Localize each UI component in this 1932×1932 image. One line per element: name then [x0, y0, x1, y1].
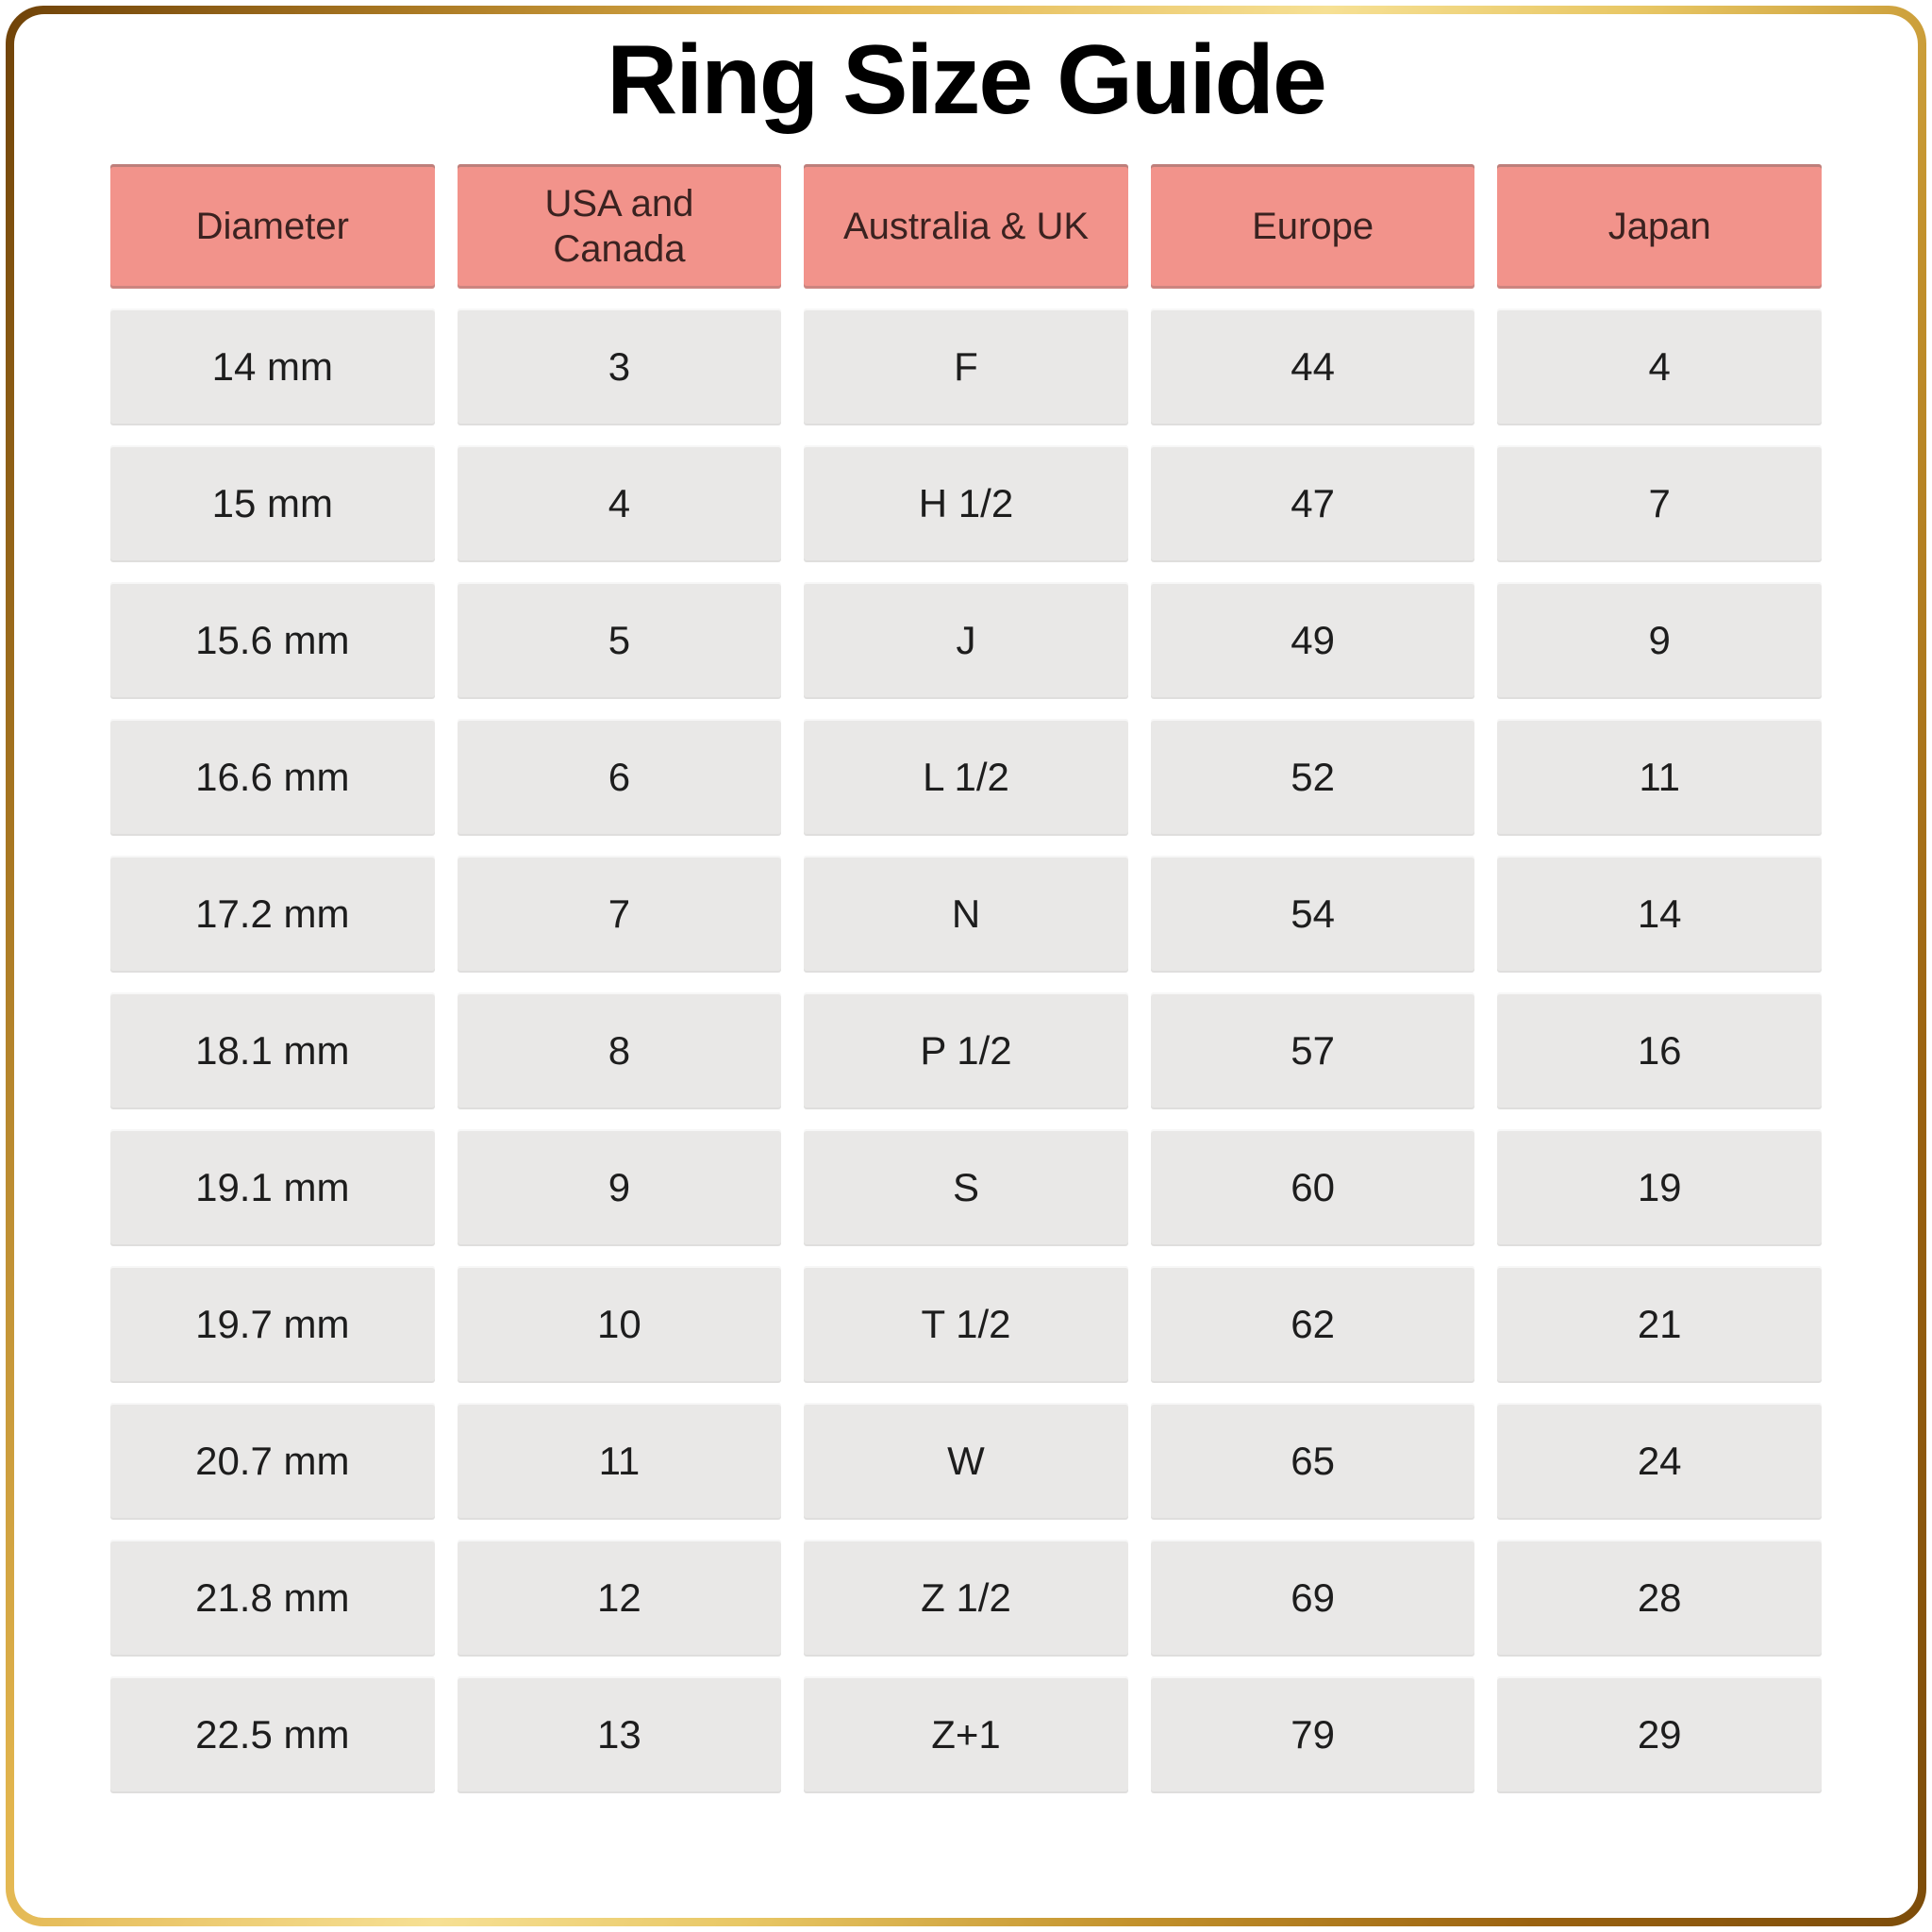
table-cell: 62 — [1150, 1266, 1475, 1384]
ring-size-table: Diameter USA and Canada Australia & UK E… — [110, 164, 1822, 1794]
table-cell: 54 — [1150, 856, 1475, 974]
table-cell: 24 — [1497, 1403, 1822, 1521]
table-cell: 6 — [457, 719, 782, 837]
table-cell: 29 — [1497, 1676, 1822, 1794]
table-cell: 47 — [1150, 445, 1475, 563]
header-diameter: Diameter — [110, 164, 435, 290]
table-cell: 21 — [1497, 1266, 1822, 1384]
table-cell: F — [804, 308, 1128, 426]
table-cell: 49 — [1150, 582, 1475, 700]
table-cell: 8 — [457, 992, 782, 1110]
header-usa-canada: USA and Canada — [457, 164, 782, 290]
table-cell: S — [804, 1129, 1128, 1247]
table-cell: 9 — [1497, 582, 1822, 700]
table-cell: 16 — [1497, 992, 1822, 1110]
table-cell: Z+1 — [804, 1676, 1128, 1794]
table-cell: 44 — [1150, 308, 1475, 426]
header-label: Diameter — [195, 206, 349, 248]
table-cell: 18.1 mm — [110, 992, 435, 1110]
table-cell: 69 — [1150, 1540, 1475, 1657]
table-cell: 19.7 mm — [110, 1266, 435, 1384]
header-label: Australia & UK — [842, 206, 1090, 248]
table-cell: 14 mm — [110, 308, 435, 426]
header-label: Europe — [1252, 206, 1374, 248]
table-cell: 5 — [457, 582, 782, 700]
table-cell: 11 — [1497, 719, 1822, 837]
content-area: Ring Size Guide Diameter USA and Canada … — [14, 14, 1918, 1918]
table-cell: Z 1/2 — [804, 1540, 1128, 1657]
table-cell: 13 — [457, 1676, 782, 1794]
header-label: Japan — [1607, 206, 1711, 248]
table-cell: 79 — [1150, 1676, 1475, 1794]
table-cell: 4 — [1497, 308, 1822, 426]
table-cell: 10 — [457, 1266, 782, 1384]
table-cell: J — [804, 582, 1128, 700]
table-cell: 7 — [457, 856, 782, 974]
table-cell: 22.5 mm — [110, 1676, 435, 1794]
header-label: USA and Canada — [544, 183, 694, 271]
table-cell: 15 mm — [110, 445, 435, 563]
header-japan: Japan — [1497, 164, 1822, 290]
table-cell: 57 — [1150, 992, 1475, 1110]
table-cell: 3 — [457, 308, 782, 426]
page-title: Ring Size Guide — [607, 25, 1327, 135]
table-cell: 28 — [1497, 1540, 1822, 1657]
table-cell: 4 — [457, 445, 782, 563]
table-cell: 20.7 mm — [110, 1403, 435, 1521]
table-cell: 11 — [457, 1403, 782, 1521]
table-cell: 12 — [457, 1540, 782, 1657]
table-cell: 60 — [1150, 1129, 1475, 1247]
gold-border-frame: Ring Size Guide Diameter USA and Canada … — [6, 6, 1926, 1926]
table-cell: 14 — [1497, 856, 1822, 974]
table-cell: 9 — [457, 1129, 782, 1247]
table-cell: L 1/2 — [804, 719, 1128, 837]
table-cell: 65 — [1150, 1403, 1475, 1521]
table-cell: W — [804, 1403, 1128, 1521]
table-cell: 52 — [1150, 719, 1475, 837]
table-cell: 16.6 mm — [110, 719, 435, 837]
table-cell: 21.8 mm — [110, 1540, 435, 1657]
table-cell: 19 — [1497, 1129, 1822, 1247]
table-cell: T 1/2 — [804, 1266, 1128, 1384]
table-cell: 19.1 mm — [110, 1129, 435, 1247]
table-cell: 17.2 mm — [110, 856, 435, 974]
table-cell: H 1/2 — [804, 445, 1128, 563]
table-cell: N — [804, 856, 1128, 974]
table-cell: 15.6 mm — [110, 582, 435, 700]
table-cell: 7 — [1497, 445, 1822, 563]
header-australia-uk: Australia & UK — [804, 164, 1128, 290]
header-europe: Europe — [1150, 164, 1475, 290]
table-cell: P 1/2 — [804, 992, 1128, 1110]
